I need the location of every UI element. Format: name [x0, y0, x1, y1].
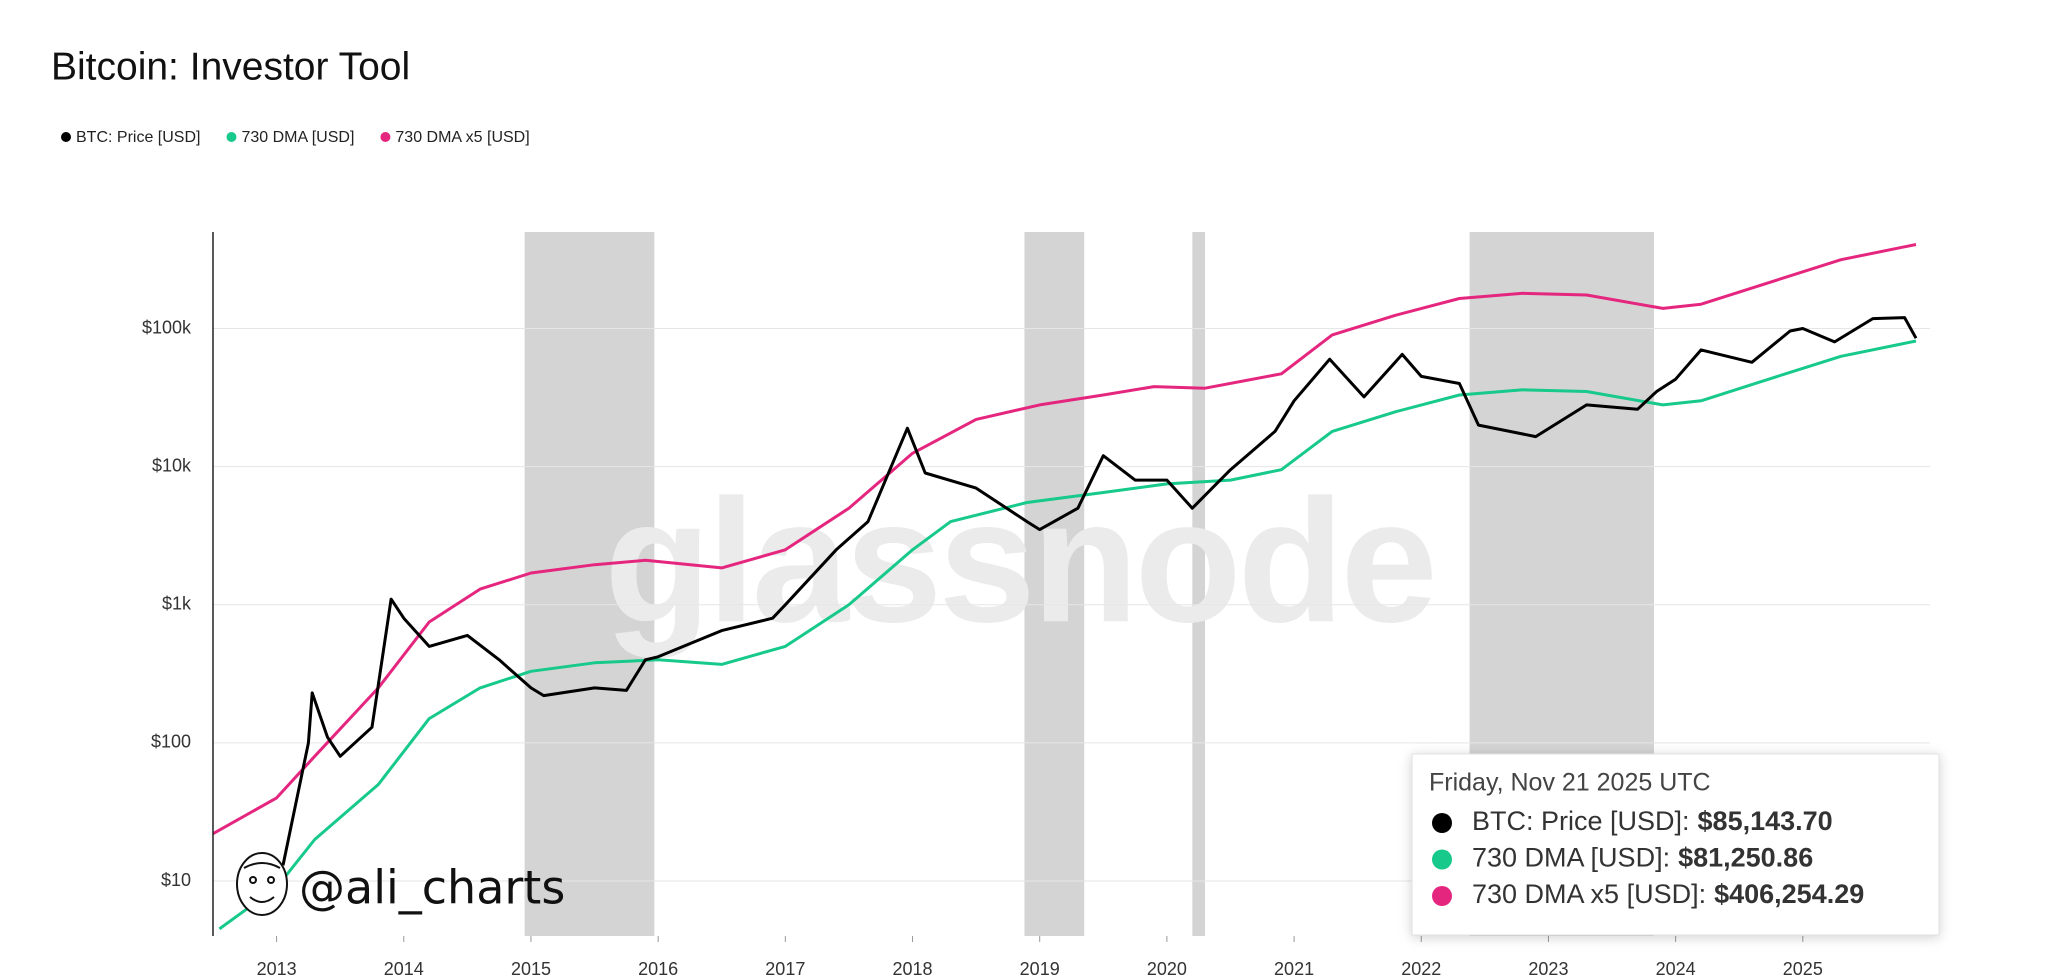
grid: $10 $100 $1k $10k $100k 2013 2014 2015 2016 2017 2… — [142, 317, 1930, 979]
x-tick-label: 2021 — [1274, 959, 1314, 979]
x-tick-label: 2025 — [1783, 959, 1823, 979]
shaded-band — [524, 232, 655, 936]
legend-label: BTC: Price [USD] — [76, 129, 200, 146]
lines — [212, 243, 1918, 931]
x-tick-label: 2024 — [1656, 959, 1696, 979]
tooltip-box — [1411, 753, 1940, 936]
y-tick-label: $1k — [162, 594, 192, 614]
shaded-band — [1024, 232, 1085, 936]
x-tick-label: 2014 — [384, 959, 424, 979]
series-line — [281, 316, 1918, 866]
series-line — [212, 243, 1917, 836]
x-tick-label: 2019 — [1020, 959, 1060, 979]
tooltip-marker — [1432, 886, 1452, 906]
tooltip-marker — [1432, 849, 1452, 870]
tooltip: Friday, Nov 21 2025 UTC BTC: Price [USD]… — [1411, 753, 1940, 936]
tooltip-value: $85,143.70 — [1698, 806, 1833, 836]
x-tick-label: 2022 — [1401, 959, 1441, 979]
credit-face — [236, 852, 288, 916]
tooltip-title: Friday, Nov 21 2025 UTC — [1429, 769, 1711, 797]
legend-marker — [226, 132, 237, 142]
legend-label: 730 DMA x5 [USD] — [395, 129, 529, 146]
series-line — [218, 339, 1917, 931]
credit: @ali_charts — [299, 861, 565, 915]
legend-marker — [61, 132, 71, 142]
chart-title: Bitcoin: Investor Tool — [51, 45, 410, 88]
tooltip-value: $406,254.29 — [1714, 879, 1864, 909]
x-tick-label: 2015 — [511, 959, 551, 979]
x-tick-label: 2023 — [1528, 959, 1568, 979]
tooltip-label: 730 DMA [USD]: — [1472, 843, 1670, 873]
x-tick-label: 2020 — [1147, 959, 1187, 979]
y-tick-label: $100 — [151, 732, 191, 752]
tooltip-marker — [1432, 813, 1452, 833]
x-tick-label: 2018 — [892, 959, 932, 979]
x-tick-label: 2013 — [257, 959, 297, 979]
tooltip-label: 730 DMA x5 [USD]: — [1472, 879, 1706, 909]
y-tick-label: $10 — [161, 870, 191, 890]
shaded-band — [1192, 232, 1206, 936]
legend-label: 730 DMA [USD] — [241, 129, 354, 146]
legend: BTC: Price [USD] 730 DMA [USD] 730 DMA x5 … — [61, 129, 530, 146]
tooltip-label: BTC: Price [USD]: — [1472, 806, 1690, 836]
tooltip-value: $81,250.86 — [1678, 843, 1813, 873]
x-tick-label: 2017 — [765, 959, 805, 979]
x-tick-label: 2016 — [638, 959, 678, 979]
legend-marker — [380, 132, 391, 142]
y-tick-label: $100k — [142, 317, 192, 337]
y-tick-label: $10k — [152, 455, 192, 475]
